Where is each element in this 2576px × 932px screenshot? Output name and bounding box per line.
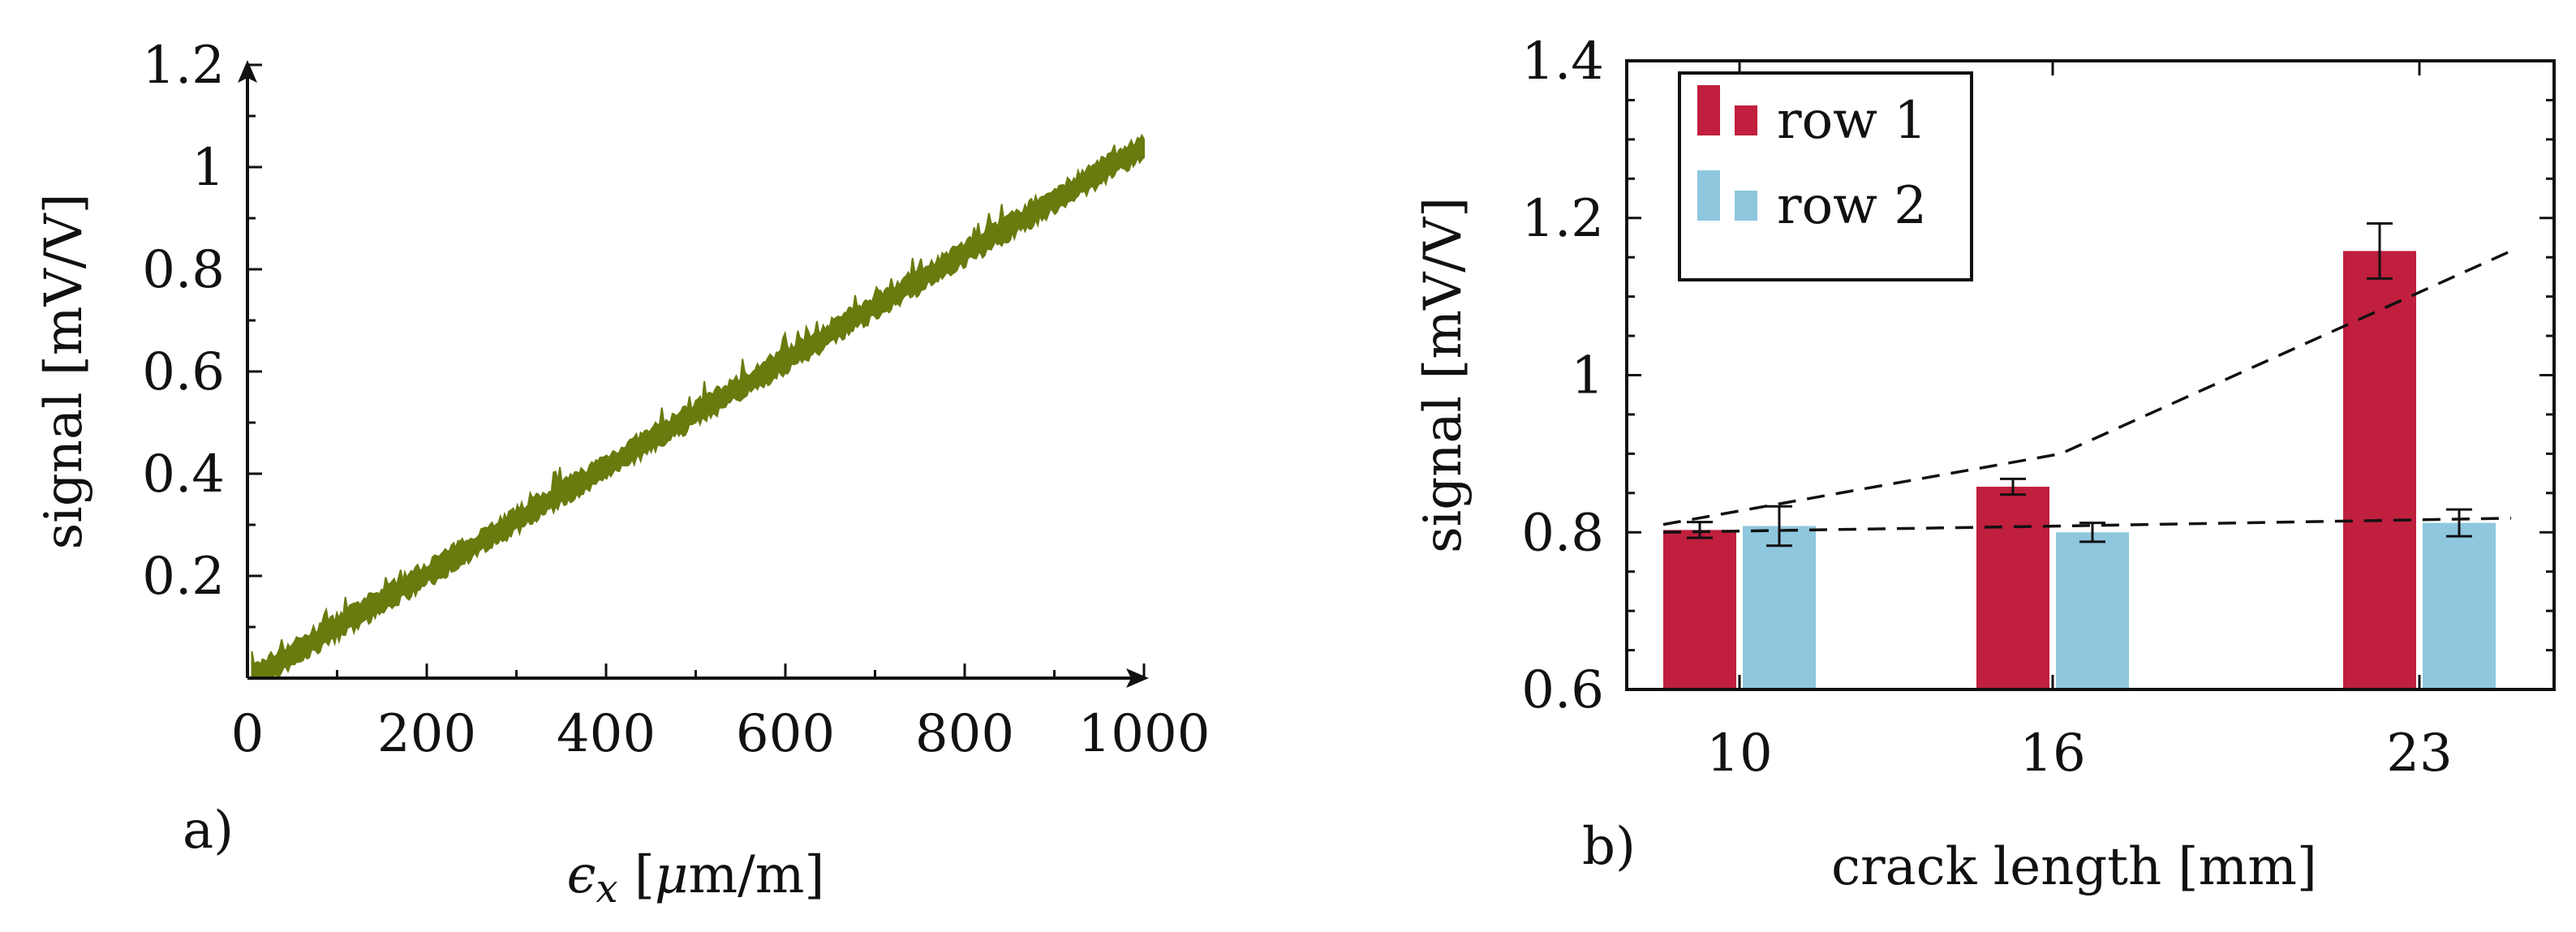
panel-b-y-tick-labels: 0.6 0.8 1 1.2 1.4 — [1521, 32, 1604, 720]
x-tick-label: 600 — [736, 704, 835, 764]
x-tick-label: 10 — [1706, 724, 1772, 784]
legend-swatch — [1697, 85, 1720, 135]
bar-row-1-23 — [2343, 251, 2416, 689]
legend-entries: row 1 row 2 — [1697, 85, 1927, 236]
y-tick-label: 0.8 — [142, 240, 225, 300]
panel-b-bar-chart: 0.6 0.8 1 1.2 1.4 10 16 23 signal [mV/V] crack… — [1413, 32, 2556, 897]
x-tick-label: 0 — [231, 704, 264, 764]
bar-row-1-16 — [1976, 487, 2049, 689]
panel-b-label: b) — [1582, 817, 1636, 877]
panel-a-y-tick-labels: 0.2 0.4 0.6 0.8 1 1.2 — [142, 36, 225, 607]
y-tick-label: 1 — [191, 138, 225, 198]
panel-a-series — [251, 133, 1145, 680]
trend-line-row-2 — [1662, 517, 2512, 534]
panel-b-legend: row 1 row 2 — [1678, 71, 1973, 281]
bar-row-1-10 — [1663, 530, 1736, 689]
x-tick-label: 23 — [2386, 724, 2452, 784]
panel-b-y-axis-label: signal [mV/V] — [1413, 197, 1473, 553]
y-tick-label: 1.2 — [1521, 189, 1604, 249]
trend-line-row-1 — [1662, 249, 2512, 526]
x-tick-label: 800 — [915, 704, 1014, 764]
x-tick-label: 1000 — [1078, 704, 1211, 764]
panel-b-bars — [1663, 251, 2496, 689]
y-tick-label: 0.4 — [142, 445, 225, 505]
panel-b-trend-lines — [1662, 249, 2512, 534]
x-label-open: [ — [618, 845, 655, 905]
legend-swatch — [1735, 105, 1757, 135]
legend-swatch — [1697, 170, 1720, 221]
panel-a-label: a) — [183, 801, 234, 861]
x-tick-label: 16 — [2019, 724, 2085, 784]
bar-row-2-23 — [2423, 522, 2496, 689]
signal-series-band — [251, 133, 1145, 680]
panel-b-x-tick-labels: 10 16 23 — [1706, 724, 2452, 784]
panel-a-x-axis-label: ϵx [μm/m] — [567, 845, 825, 912]
x-label-mu: μ — [655, 845, 689, 905]
x-tick-label: 200 — [377, 704, 476, 764]
panel-b-error-bars — [1687, 222, 2472, 548]
panel-b-frame — [1625, 59, 2556, 691]
legend-label: row 2 — [1777, 176, 1927, 236]
x-tick-label: 400 — [557, 704, 656, 764]
panel-b-x-axis-label: crack length [mm] — [1831, 837, 2317, 897]
x-label-unit: m/m] — [688, 845, 824, 905]
y-tick-label: 0.6 — [1521, 660, 1604, 720]
y-tick-label: 0.2 — [142, 547, 225, 607]
panel-a-x-tick-labels: 0 200 400 600 800 1000 — [231, 704, 1211, 764]
y-tick-label: 1.4 — [1521, 32, 1604, 92]
panel-a-ticks — [246, 63, 1146, 678]
legend-box — [1678, 71, 1973, 281]
bar-row-2-10 — [1743, 526, 1816, 689]
y-tick-label: 0.8 — [1521, 503, 1604, 563]
panel-a-x-axis-arrow — [1126, 668, 1149, 688]
legend-swatch — [1735, 191, 1757, 221]
panel-a-y-axis-label: signal [mV/V] — [34, 193, 94, 549]
x-label-epsilon: ϵ — [567, 845, 596, 905]
y-tick-label: 1 — [1571, 346, 1604, 406]
panel-a-y-axis-arrow — [238, 60, 257, 83]
y-tick-label: 0.6 — [142, 342, 225, 402]
legend-label: row 1 — [1777, 91, 1927, 151]
panel-a-line-chart: 0 200 400 600 800 1000 0.2 0.4 0.6 0.8 1 1.2 signa… — [34, 36, 1210, 912]
y-tick-label: 1.2 — [142, 36, 225, 96]
x-label-subscript: x — [596, 866, 617, 912]
bar-row-2-16 — [2056, 532, 2129, 689]
